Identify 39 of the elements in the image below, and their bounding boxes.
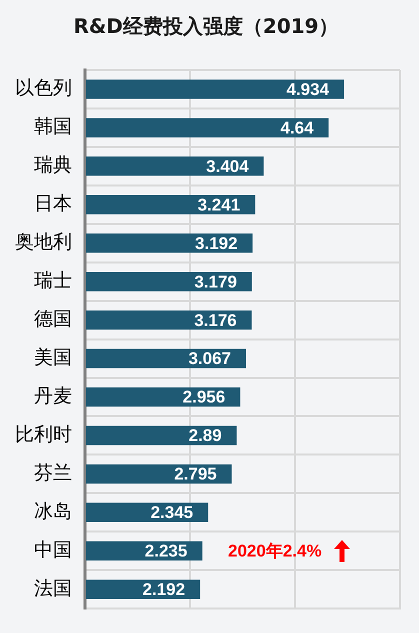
y-tick-label: 中国 <box>34 538 72 561</box>
y-tick-label: 日本 <box>34 192 72 215</box>
y-tick-label: 奥地利 <box>15 231 72 254</box>
data-label: 3.241 <box>198 195 240 214</box>
data-label: 2.345 <box>150 503 194 522</box>
data-label: 4.934 <box>286 80 330 99</box>
data-label: 2.956 <box>182 388 226 407</box>
bar <box>86 234 253 253</box>
y-tick-label: 法国 <box>34 577 72 600</box>
y-tick-label: 芬兰 <box>34 462 72 484</box>
y-tick-label: 美国 <box>34 346 72 368</box>
bar <box>86 348 246 368</box>
data-label: 2.795 <box>174 464 217 484</box>
data-label: 3.179 <box>194 272 237 292</box>
y-tick-label: 冰岛 <box>34 500 72 522</box>
data-label: 3.192 <box>195 234 238 253</box>
bar <box>86 195 256 214</box>
y-tick-label: 瑞士 <box>34 270 72 292</box>
bar <box>86 426 237 446</box>
data-label: 3.176 <box>194 310 237 330</box>
data-label: 2.192 <box>142 580 186 600</box>
y-tick-label: 德国 <box>34 308 72 330</box>
data-label: 2.235 <box>144 542 188 561</box>
y-tick-label: 瑞典 <box>34 154 72 176</box>
bar <box>86 272 252 292</box>
bar <box>86 118 329 138</box>
data-label: 2.89 <box>188 426 222 446</box>
y-tick-label: 韩国 <box>34 116 72 138</box>
annotation: 2020年2.4% <box>228 542 322 561</box>
bar <box>86 310 252 330</box>
y-tick-label: 丹麦 <box>34 384 72 407</box>
y-tick-label: 以色列 <box>15 77 72 100</box>
data-label: 3.067 <box>188 349 232 368</box>
data-label: 4.64 <box>280 118 314 138</box>
y-tick-label: 比利时 <box>15 423 72 446</box>
bar <box>86 80 344 99</box>
data-label: 3.404 <box>206 156 250 176</box>
bar <box>86 156 264 176</box>
chart-title: R&D经费投入强度（2019） <box>73 14 339 38</box>
